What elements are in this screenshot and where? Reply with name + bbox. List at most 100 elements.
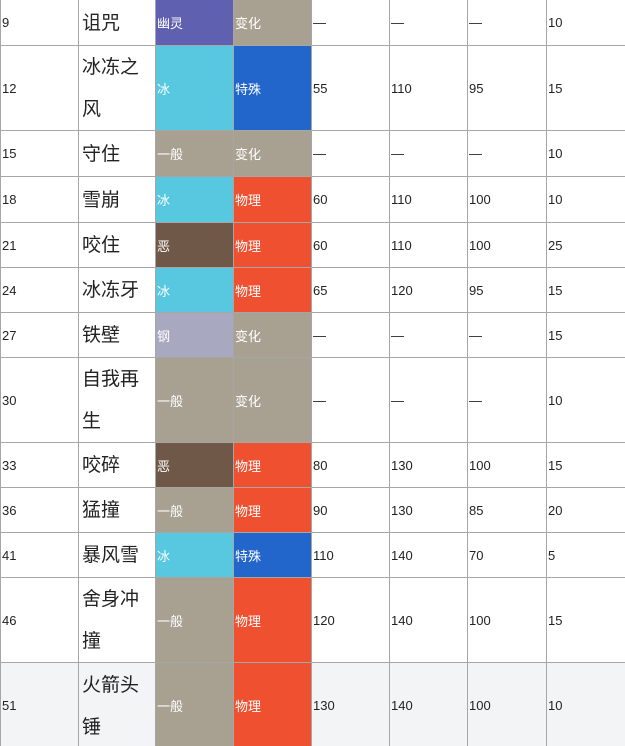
level-cell: 24	[0, 267, 79, 313]
type-cell: 冰	[155, 45, 234, 131]
accuracy-cell: 130	[389, 442, 468, 488]
level-cell: 21	[0, 222, 79, 268]
type-cell: 钢	[155, 312, 234, 358]
table-row: 41 暴风雪冰特殊 110 140 70 5	[0, 532, 625, 578]
type-cell: 冰	[155, 532, 234, 578]
move-name-cell: 暴风雪	[78, 532, 156, 578]
accuracy-cell: 110	[389, 176, 468, 223]
extra-cell: 15	[546, 312, 625, 358]
level-cell: 12	[0, 45, 79, 131]
power-cell: 120	[311, 577, 390, 663]
move-name-cell: 守住	[78, 130, 156, 177]
extra-cell: 10	[546, 130, 625, 177]
power-cell: 60	[311, 176, 390, 223]
table-row: 30 自我再生 一般 变化 — — —10	[0, 357, 625, 443]
move-name-cell: 火箭头锤	[78, 662, 156, 746]
accuracy-cell: —	[389, 0, 468, 46]
type-cell: 恶	[155, 442, 234, 488]
move-name-cell: 冰冻牙	[78, 267, 156, 313]
category-cell: 物理	[233, 662, 312, 746]
move-name-cell: 舍身冲撞	[78, 577, 156, 663]
category-cell: 变化	[233, 312, 312, 358]
move-name-cell: 咬住	[78, 222, 156, 268]
power-cell: 130	[311, 662, 390, 746]
type-cell: 一般	[155, 357, 234, 443]
table-row: 9 诅咒 幽灵 变化 — — —10	[0, 0, 625, 46]
level-cell: 46	[0, 577, 79, 663]
category-cell: 物理	[233, 442, 312, 488]
category-cell: 变化	[233, 357, 312, 443]
type-cell: 一般	[155, 130, 234, 177]
pp-cell: 85	[467, 487, 547, 533]
extra-cell: 10	[546, 662, 625, 746]
move-name-cell: 铁壁	[78, 312, 156, 358]
accuracy-cell: 140	[389, 577, 468, 663]
move-name-cell: 自我再生	[78, 357, 156, 443]
table-row: 18 雪崩冰物理 60 110 100 10	[0, 176, 625, 223]
extra-cell: 10	[546, 357, 625, 443]
type-cell: 恶	[155, 222, 234, 268]
accuracy-cell: 110	[389, 222, 468, 268]
pp-cell: 95	[467, 267, 547, 313]
power-cell: 90	[311, 487, 390, 533]
power-cell: 65	[311, 267, 390, 313]
level-cell: 33	[0, 442, 79, 488]
category-cell: 特殊	[233, 532, 312, 578]
type-cell: 一般	[155, 487, 234, 533]
pp-cell: 70	[467, 532, 547, 578]
extra-cell: 20	[546, 487, 625, 533]
accuracy-cell: 140	[389, 662, 468, 746]
pp-cell: 100	[467, 442, 547, 488]
table-row: 24 冰冻牙冰物理 65 120 95 15	[0, 267, 625, 313]
power-cell: 55	[311, 45, 390, 131]
power-cell: —	[311, 0, 390, 46]
accuracy-cell: —	[389, 357, 468, 443]
move-name-cell: 诅咒	[78, 0, 156, 46]
move-name-cell: 咬碎	[78, 442, 156, 488]
pp-cell: 100	[467, 577, 547, 663]
type-cell: 冰	[155, 176, 234, 223]
type-cell: 冰	[155, 267, 234, 313]
extra-cell: 15	[546, 577, 625, 663]
move-name-cell: 猛撞	[78, 487, 156, 533]
extra-cell: 10	[546, 176, 625, 223]
extra-cell: 5	[546, 532, 625, 578]
level-cell: 18	[0, 176, 79, 223]
type-cell: 幽灵	[155, 0, 234, 46]
accuracy-cell: —	[389, 312, 468, 358]
category-cell: 物理	[233, 222, 312, 268]
level-cell: 41	[0, 532, 79, 578]
accuracy-cell: —	[389, 130, 468, 177]
category-cell: 变化	[233, 0, 312, 46]
level-cell: 15	[0, 130, 79, 177]
level-cell: 51	[0, 662, 79, 746]
pp-cell: 95	[467, 45, 547, 131]
pp-cell: —	[467, 312, 547, 358]
level-cell: 9	[0, 0, 79, 46]
pp-cell: 100	[467, 176, 547, 223]
extra-cell: 15	[546, 267, 625, 313]
table-row: 12 冰冻之风冰特殊 55 110 95 15	[0, 45, 625, 131]
power-cell: 80	[311, 442, 390, 488]
power-cell: —	[311, 357, 390, 443]
extra-cell: 10	[546, 0, 625, 46]
power-cell: —	[311, 312, 390, 358]
extra-cell: 15	[546, 442, 625, 488]
category-cell: 物理	[233, 176, 312, 223]
category-cell: 特殊	[233, 45, 312, 131]
move-name-cell: 雪崩	[78, 176, 156, 223]
level-cell: 27	[0, 312, 79, 358]
power-cell: 60	[311, 222, 390, 268]
accuracy-cell: 140	[389, 532, 468, 578]
category-cell: 物理	[233, 267, 312, 313]
level-cell: 36	[0, 487, 79, 533]
level-cell: 30	[0, 357, 79, 443]
accuracy-cell: 110	[389, 45, 468, 131]
type-cell: 一般	[155, 662, 234, 746]
power-cell: 110	[311, 532, 390, 578]
extra-cell: 25	[546, 222, 625, 268]
accuracy-cell: 120	[389, 267, 468, 313]
pp-cell: —	[467, 130, 547, 177]
pp-cell: —	[467, 0, 547, 46]
